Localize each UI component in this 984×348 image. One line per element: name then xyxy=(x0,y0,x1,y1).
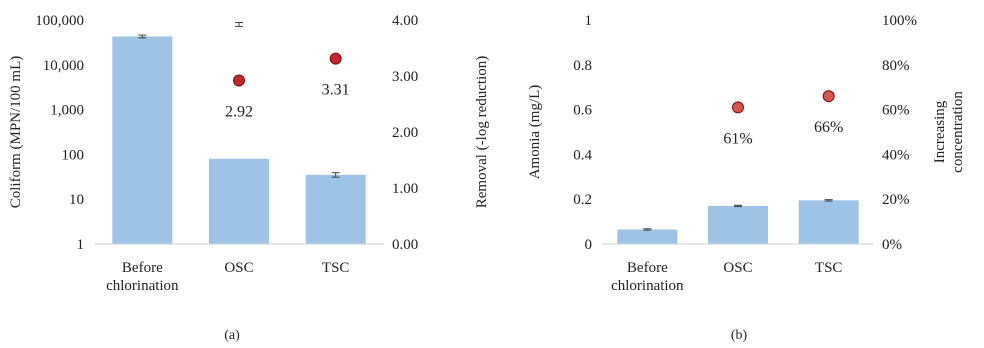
category-label: Before xyxy=(122,260,163,276)
y-tick-label: 10 xyxy=(69,192,84,208)
y-tick-label: 0.6 xyxy=(573,103,592,119)
y2-tick-label: 80% xyxy=(882,58,910,74)
point-data-label: 61% xyxy=(723,130,752,147)
y2-tick-label: 4.00 xyxy=(392,13,418,29)
removal-point xyxy=(233,74,245,87)
removal-point xyxy=(732,101,744,114)
y2-tick-label: 2.00 xyxy=(392,125,418,141)
y-tick-label: 0.4 xyxy=(573,147,592,163)
y-tick-label: 0 xyxy=(585,237,593,253)
bar xyxy=(708,205,768,244)
y-tick-label: 1,000 xyxy=(50,103,84,119)
panel-label: (b) xyxy=(731,328,748,343)
y2-tick-label: 1.00 xyxy=(392,181,418,197)
category-label: TSC xyxy=(815,260,843,276)
y2-tick-label: 40% xyxy=(882,147,910,163)
y-tick-label: 100 xyxy=(62,147,85,163)
y2-tick-label: 3.00 xyxy=(392,69,418,85)
panel-b: 0 0.2 0.4 0.6 0.8 1 0% 20% 40% 60% 80% 100% Before ch… xyxy=(527,13,966,343)
category-label: Before xyxy=(627,260,668,276)
point-data-label: 66% xyxy=(814,119,843,136)
y2-axis-title: Removal (-log reduction) xyxy=(474,56,490,208)
bar xyxy=(798,200,859,244)
y2-tick-label: 20% xyxy=(882,192,910,208)
point-data-label: 3.31 xyxy=(322,82,350,99)
bar xyxy=(112,36,173,245)
y-tick-label: 0.2 xyxy=(573,192,592,208)
y2-axis-title: concentration xyxy=(950,91,966,173)
y-tick-label: 10,000 xyxy=(43,58,84,74)
bar xyxy=(209,158,269,244)
point-data-label: 2.92 xyxy=(225,103,253,120)
panel-a: 1 10 100 1,000 10,000 100,000 0.00 1.00 2.00 3.00… xyxy=(8,13,490,343)
y2-tick-label: 0% xyxy=(882,237,902,253)
y2-tick-label: 0.00 xyxy=(392,237,418,253)
category-label: OSC xyxy=(723,260,752,276)
y-tick-label: 100,000 xyxy=(35,13,84,29)
removal-point xyxy=(822,90,835,103)
category-label: OSC xyxy=(224,260,253,276)
y-axis-title: Amonia (mg/L) xyxy=(527,85,543,180)
category-label: chlorination xyxy=(611,278,684,294)
y2-axis-title: Increasing xyxy=(932,100,948,163)
y-tick-label: 1 xyxy=(77,237,85,253)
category-label: chlorination xyxy=(106,278,179,294)
y-tick-label: 1 xyxy=(585,13,593,29)
y2-tick-label: 100% xyxy=(882,13,917,29)
removal-point xyxy=(329,52,342,65)
category-label: TSC xyxy=(322,260,350,276)
bar xyxy=(305,174,366,244)
y2-tick-label: 60% xyxy=(882,103,910,119)
y-tick-label: 0.8 xyxy=(573,58,592,74)
y-axis-title: Coliform (MPN/100 mL) xyxy=(8,56,24,209)
bar xyxy=(617,229,678,244)
panel-label: (a) xyxy=(224,328,240,343)
